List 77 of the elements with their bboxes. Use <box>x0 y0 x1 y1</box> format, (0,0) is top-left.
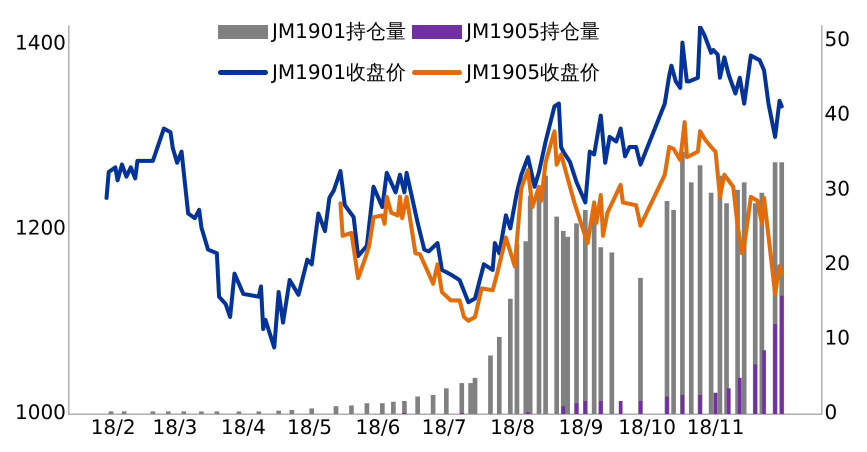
bar <box>592 216 596 414</box>
bar <box>753 364 758 414</box>
x-tick-label: 18/8 <box>490 415 535 440</box>
bar <box>738 378 742 414</box>
bar <box>256 411 262 414</box>
bar <box>664 201 670 414</box>
y2-tick-label: 30 <box>824 176 850 200</box>
bar <box>391 402 396 414</box>
bar <box>236 411 242 414</box>
bar <box>618 400 622 414</box>
bar <box>543 176 548 414</box>
x-tick-label: 18/5 <box>287 415 332 440</box>
legend-label: JM1905持仓量 <box>466 18 600 45</box>
bar <box>290 410 294 414</box>
bar <box>561 406 566 414</box>
bar <box>574 403 578 414</box>
x-tick-label: 18/4 <box>220 415 266 440</box>
bar <box>554 216 559 414</box>
bar <box>584 400 588 414</box>
bar <box>496 336 502 414</box>
bar <box>780 296 784 414</box>
x-tick-label: 18/10 <box>618 415 676 440</box>
x-tick-label: 18/9 <box>558 415 604 440</box>
bar <box>698 165 702 414</box>
bar <box>508 298 513 414</box>
bar <box>349 405 354 414</box>
y2-tick-label: 40 <box>824 102 850 126</box>
bar <box>181 411 186 414</box>
bar <box>680 395 684 414</box>
bar <box>430 395 436 414</box>
bar <box>415 396 420 414</box>
x-tick-label: 18/11 <box>686 415 744 440</box>
bar <box>364 403 370 414</box>
bar <box>726 388 731 414</box>
legend-label: JM1901持仓量 <box>272 18 406 45</box>
bar <box>199 411 204 414</box>
bar <box>472 378 478 414</box>
bar <box>488 355 493 414</box>
bar <box>609 252 614 414</box>
bar <box>444 388 449 414</box>
x-tick-label: 18/7 <box>422 415 467 440</box>
y2-tick-label: 20 <box>824 250 850 275</box>
bar <box>214 411 220 414</box>
x-tick-label: 18/3 <box>152 415 198 440</box>
bar <box>574 223 579 414</box>
bar <box>560 230 566 414</box>
y2-tick-label: 50 <box>824 27 850 52</box>
bar <box>598 400 603 414</box>
bar <box>688 182 694 414</box>
legend-label: JM1901收盘价 <box>272 59 406 86</box>
bar <box>762 350 766 414</box>
bar <box>698 395 702 414</box>
legend-label: JM1905收盘价 <box>466 59 600 86</box>
bar <box>598 247 604 414</box>
bar <box>708 192 714 414</box>
x-tick-label: 18/6 <box>355 415 400 440</box>
bar <box>459 383 464 414</box>
bar <box>309 408 314 414</box>
bar <box>638 278 643 414</box>
bar <box>514 244 520 414</box>
bar <box>402 400 407 414</box>
bar <box>334 406 338 414</box>
bar <box>276 410 281 414</box>
bar <box>671 210 676 414</box>
y-tick-label: 1400 <box>14 30 66 55</box>
y2-tick-label: 0 <box>824 400 838 424</box>
bar <box>638 400 642 414</box>
x-tick-label: 18/2 <box>90 415 136 440</box>
y2-tick-label: 10 <box>824 326 850 350</box>
bar <box>773 324 777 414</box>
bar <box>528 196 533 414</box>
y-tick-label: 1200 <box>14 215 66 240</box>
bar <box>714 392 718 414</box>
bar <box>680 152 685 414</box>
bar <box>665 396 669 414</box>
bar <box>380 403 385 414</box>
y-tick-label: 1000 <box>14 400 66 424</box>
